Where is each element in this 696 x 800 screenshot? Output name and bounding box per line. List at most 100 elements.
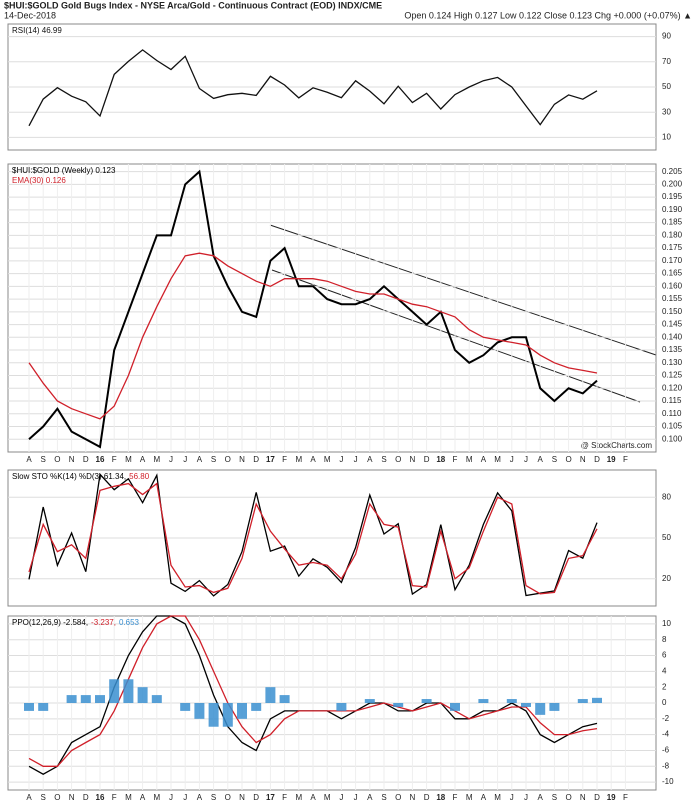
histogram-bar xyxy=(38,703,49,711)
histogram-bar xyxy=(577,699,588,703)
x-tick-label: A xyxy=(367,793,373,800)
x-tick-label: J xyxy=(169,455,173,464)
x-tick-label: O xyxy=(565,793,571,800)
y-tick-label: 0.125 xyxy=(662,371,683,380)
histogram-bar xyxy=(592,697,602,703)
x-tick-label: M xyxy=(324,455,331,464)
histogram-bar xyxy=(521,703,531,707)
x-tick-label: 18 xyxy=(436,455,445,464)
histogram-bar xyxy=(151,695,162,703)
x-tick-label: S xyxy=(211,793,216,800)
x-tick-label: M xyxy=(466,793,473,800)
x-tick-label: J xyxy=(524,455,528,464)
x-tick-label: F xyxy=(453,793,458,800)
x-tick-label: N xyxy=(69,455,75,464)
y-tick-label: 0 xyxy=(662,698,667,707)
y-tick-label: 0.180 xyxy=(662,230,683,239)
x-tick-label: F xyxy=(453,455,458,464)
histogram-bar xyxy=(180,703,191,711)
y-tick-label: 2 xyxy=(662,682,667,691)
x-tick-label: 19 xyxy=(607,793,616,800)
legend: Slow STO %K(14) %D(3) 61.34, 56.80 xyxy=(12,472,150,481)
histogram-bar xyxy=(535,703,546,715)
histogram-bar xyxy=(137,687,148,703)
trend-line xyxy=(271,269,641,403)
y-tick-label: 20 xyxy=(662,574,671,583)
histogram-bar xyxy=(393,703,404,707)
y-tick-label: 30 xyxy=(662,107,671,116)
y-tick-label: 10 xyxy=(662,619,671,628)
x-tick-label: N xyxy=(410,455,416,464)
x-tick-label: N xyxy=(239,793,245,800)
x-tick-label: D xyxy=(594,455,600,464)
y-tick-label: 0.170 xyxy=(662,256,683,265)
x-tick-label: N xyxy=(410,793,416,800)
y-tick-label: 8 xyxy=(662,635,667,644)
y-tick-label: 0.190 xyxy=(662,205,683,214)
quote: Open 0.124 High 0.127 Low 0.122 Close 0.… xyxy=(404,10,692,20)
y-tick-label: 0.175 xyxy=(662,243,683,252)
x-tick-label: 16 xyxy=(96,793,105,800)
y-tick-label: 0.140 xyxy=(662,332,683,341)
y-tick-label: 0.130 xyxy=(662,358,683,367)
x-tick-label: M xyxy=(153,793,160,800)
series-line xyxy=(28,49,598,127)
panel-frame xyxy=(7,163,657,453)
x-tick-label: A xyxy=(140,793,146,800)
y-tick-label: 0.110 xyxy=(662,409,682,418)
legend: RSI(14) 46.99 xyxy=(12,26,62,35)
histogram-bar xyxy=(251,703,262,711)
y-tick-label: -2 xyxy=(662,714,670,723)
histogram-bar xyxy=(478,699,489,703)
date: 14-Dec-2018 xyxy=(4,10,56,20)
source: @ StockCharts.com xyxy=(581,441,653,450)
y-tick-label: 70 xyxy=(662,57,671,66)
histogram-bar xyxy=(24,703,34,711)
y-tick-label: -8 xyxy=(662,761,670,770)
x-tick-label: A xyxy=(26,793,32,800)
x-tick-label: D xyxy=(83,455,89,464)
x-tick-label: M xyxy=(466,455,473,464)
trend-line xyxy=(269,224,657,356)
x-tick-label: O xyxy=(395,793,401,800)
x-tick-label: 17 xyxy=(266,793,275,800)
y-tick-label: 50 xyxy=(662,533,671,542)
series-line xyxy=(28,482,598,595)
x-tick-label: F xyxy=(112,455,117,464)
x-tick-label: 17 xyxy=(266,455,275,464)
y-tick-label: 0.205 xyxy=(662,167,683,176)
x-tick-label: D xyxy=(424,455,430,464)
x-tick-label: S xyxy=(552,455,557,464)
histogram-bar xyxy=(549,703,560,711)
x-tick-label: M xyxy=(295,793,302,800)
x-tick-label: A xyxy=(481,793,487,800)
y-tick-label: -10 xyxy=(662,777,674,786)
x-tick-label: O xyxy=(54,793,60,800)
x-tick-label: O xyxy=(225,455,231,464)
x-tick-label: J xyxy=(169,793,173,800)
legend-entry: EMA(30) 0.126 xyxy=(12,176,66,185)
histogram-bar xyxy=(109,679,120,703)
series-line xyxy=(28,252,598,420)
x-tick-label: J xyxy=(510,793,514,800)
x-tick-label: N xyxy=(580,793,586,800)
x-tick-label: D xyxy=(253,793,259,800)
x-tick-label: N xyxy=(239,455,245,464)
x-tick-label: S xyxy=(381,793,386,800)
legend-entry: PPO(12,26,9) -2.584, xyxy=(12,618,88,627)
x-tick-label: F xyxy=(282,793,287,800)
y-tick-label: 0.115 xyxy=(662,396,682,405)
histogram-bar xyxy=(279,695,290,703)
x-tick-label: M xyxy=(153,455,160,464)
x-tick-label: M xyxy=(324,793,331,800)
x-tick-label: A xyxy=(140,455,146,464)
histogram-bar xyxy=(265,687,276,703)
y-tick-label: 0.195 xyxy=(662,192,683,201)
histogram-bar xyxy=(506,699,517,703)
x-tick-label: J xyxy=(354,793,358,800)
x-tick-label: O xyxy=(565,455,571,464)
x-tick-label: F xyxy=(282,455,287,464)
legend: $HUI:$GOLD (Weekly) 0.123 EMA(30) 0.126 xyxy=(12,166,116,185)
legend-entry: RSI(14) 46.99 xyxy=(12,26,62,35)
